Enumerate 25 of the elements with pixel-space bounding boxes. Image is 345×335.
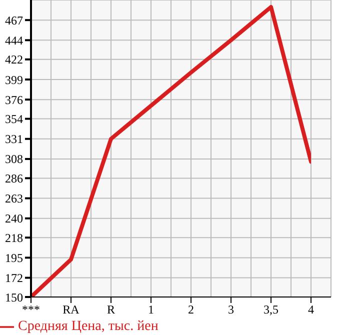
- y-tick-label: 422: [5, 52, 23, 67]
- y-tick-label: 331: [5, 132, 23, 146]
- y-tick-label: 467: [5, 13, 23, 28]
- y-tick-label: 354: [5, 112, 23, 126]
- y-tick-label: 172: [5, 271, 23, 286]
- x-tick-label: 3: [228, 302, 234, 317]
- x-tick-label: RA: [62, 302, 80, 317]
- y-tick-label: 444: [5, 33, 23, 48]
- y-tick-label: 240: [5, 212, 23, 226]
- y-tick-label: 195: [5, 250, 23, 265]
- y-tick-label: 218: [5, 230, 23, 245]
- y-tick-label: 263: [5, 192, 23, 206]
- y-tick-label: 150: [5, 290, 23, 304]
- line-series: [31, 4, 311, 297]
- y-tick-label: 376: [5, 92, 23, 107]
- x-tick-label: 1: [148, 302, 154, 317]
- x-tick-label: ***: [22, 302, 40, 317]
- y-tick-label: 308: [5, 152, 23, 166]
- legend-label: Средняя Цена, тыс. йен: [18, 319, 158, 334]
- x-tick-label: 3,5: [264, 302, 278, 317]
- x-tick-label: 4: [308, 302, 314, 317]
- y-tick-label: 286: [5, 171, 23, 186]
- x-tick-label: R: [106, 302, 116, 317]
- y-tick-label: 399: [5, 72, 23, 87]
- x-tick-label: 2: [188, 302, 194, 317]
